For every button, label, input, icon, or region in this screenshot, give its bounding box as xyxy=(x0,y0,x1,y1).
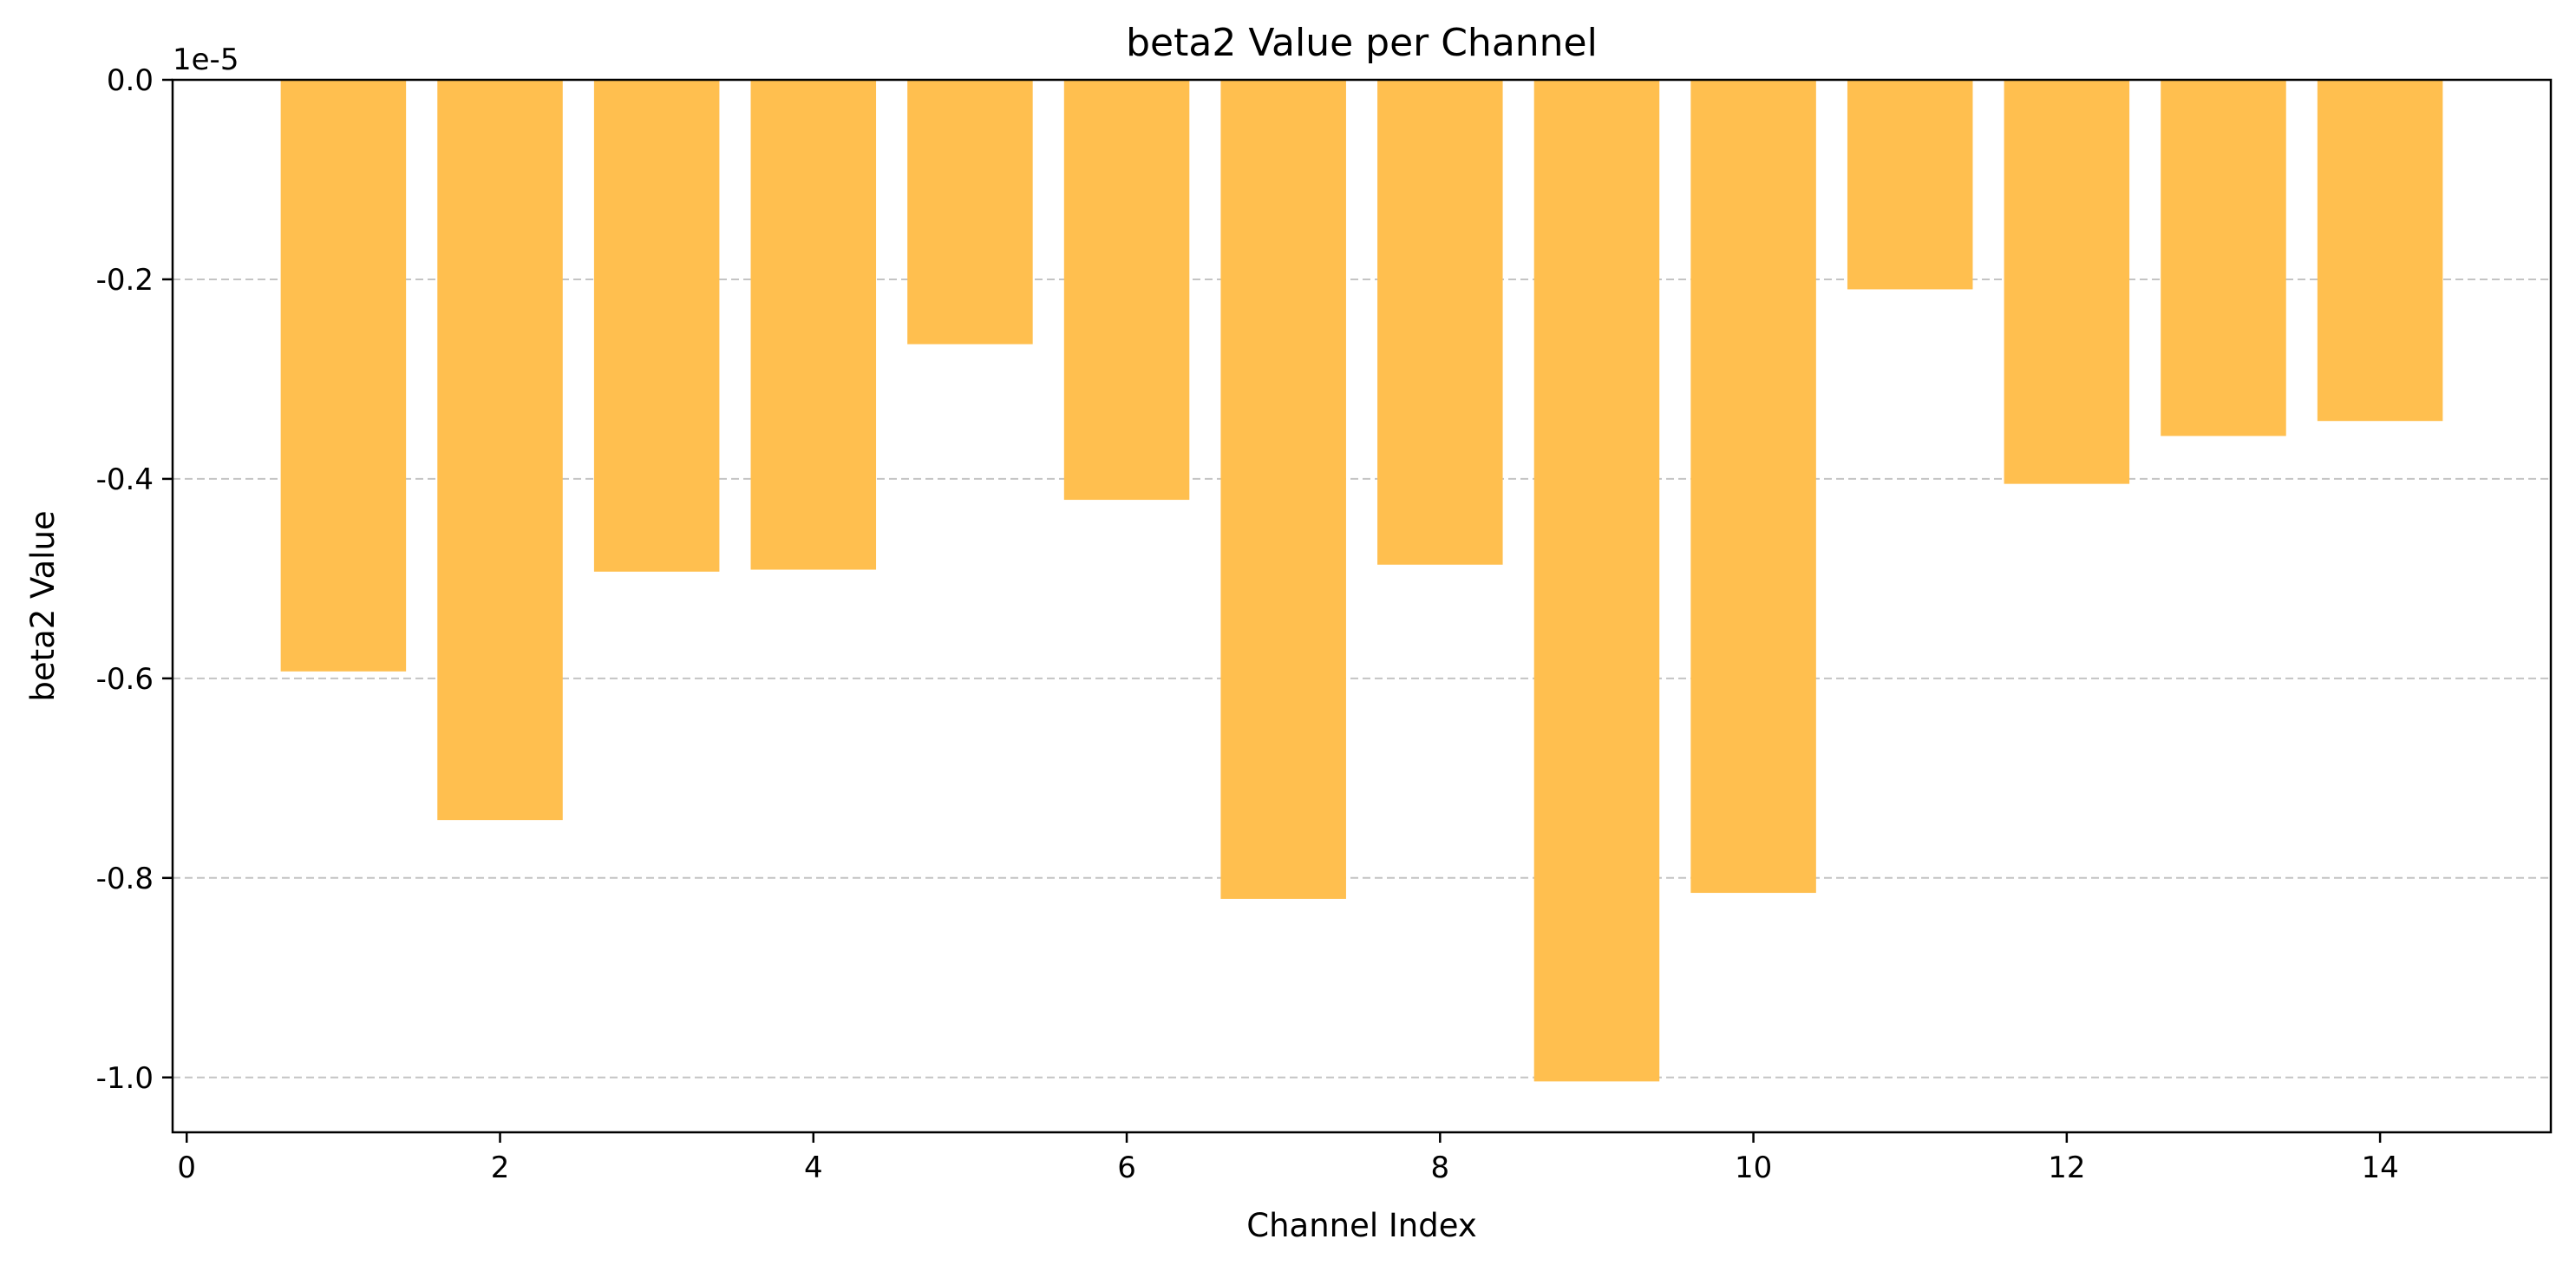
bar xyxy=(907,80,1033,344)
x-tick-label: 6 xyxy=(1117,1151,1136,1185)
bar xyxy=(750,80,877,570)
bar xyxy=(2004,80,2130,484)
bar xyxy=(437,80,563,821)
bar xyxy=(2317,80,2443,422)
bar xyxy=(1690,80,1816,894)
bar xyxy=(1533,80,1660,1082)
x-tick-label: 0 xyxy=(177,1151,196,1185)
y-tick-label: -1.0 xyxy=(96,1061,154,1096)
bar xyxy=(1220,80,1346,899)
bar xyxy=(1847,80,1973,290)
y-tick-label: -0.8 xyxy=(96,862,154,896)
bar xyxy=(593,80,720,572)
bar xyxy=(2161,80,2286,436)
y-tick-label: 0.0 xyxy=(107,63,154,98)
plot-frame xyxy=(171,78,2553,1134)
x-tick-label: 4 xyxy=(804,1151,823,1185)
x-tick-label: 2 xyxy=(491,1151,510,1185)
y-tick-label: -0.2 xyxy=(96,263,154,298)
bar xyxy=(280,80,407,672)
x-tick-label: 10 xyxy=(1735,1151,1772,1185)
bar xyxy=(1377,80,1503,565)
bars xyxy=(280,80,2443,1082)
x-tick-label: 12 xyxy=(2048,1151,2085,1185)
chart-title: beta2 Value per Channel xyxy=(1126,21,1598,65)
y-axis-label: beta2 Value xyxy=(24,510,62,701)
x-tick-label: 14 xyxy=(2361,1151,2398,1185)
x-tick-label: 8 xyxy=(1430,1151,1449,1185)
grid-lines xyxy=(173,278,2551,1079)
bar xyxy=(1063,80,1190,501)
axis-ticks: 0 2 4 6 8 10 12 14 0.0 -0.2 -0.4 -0.6 -0.8 -1.0 xyxy=(96,63,2399,1185)
x-axis-label: Channel Index xyxy=(1246,1207,1477,1244)
y-axis-offset-label: 1e-5 xyxy=(173,43,239,77)
y-tick-label: -0.6 xyxy=(96,662,154,697)
y-tick-label: -0.4 xyxy=(96,462,154,497)
